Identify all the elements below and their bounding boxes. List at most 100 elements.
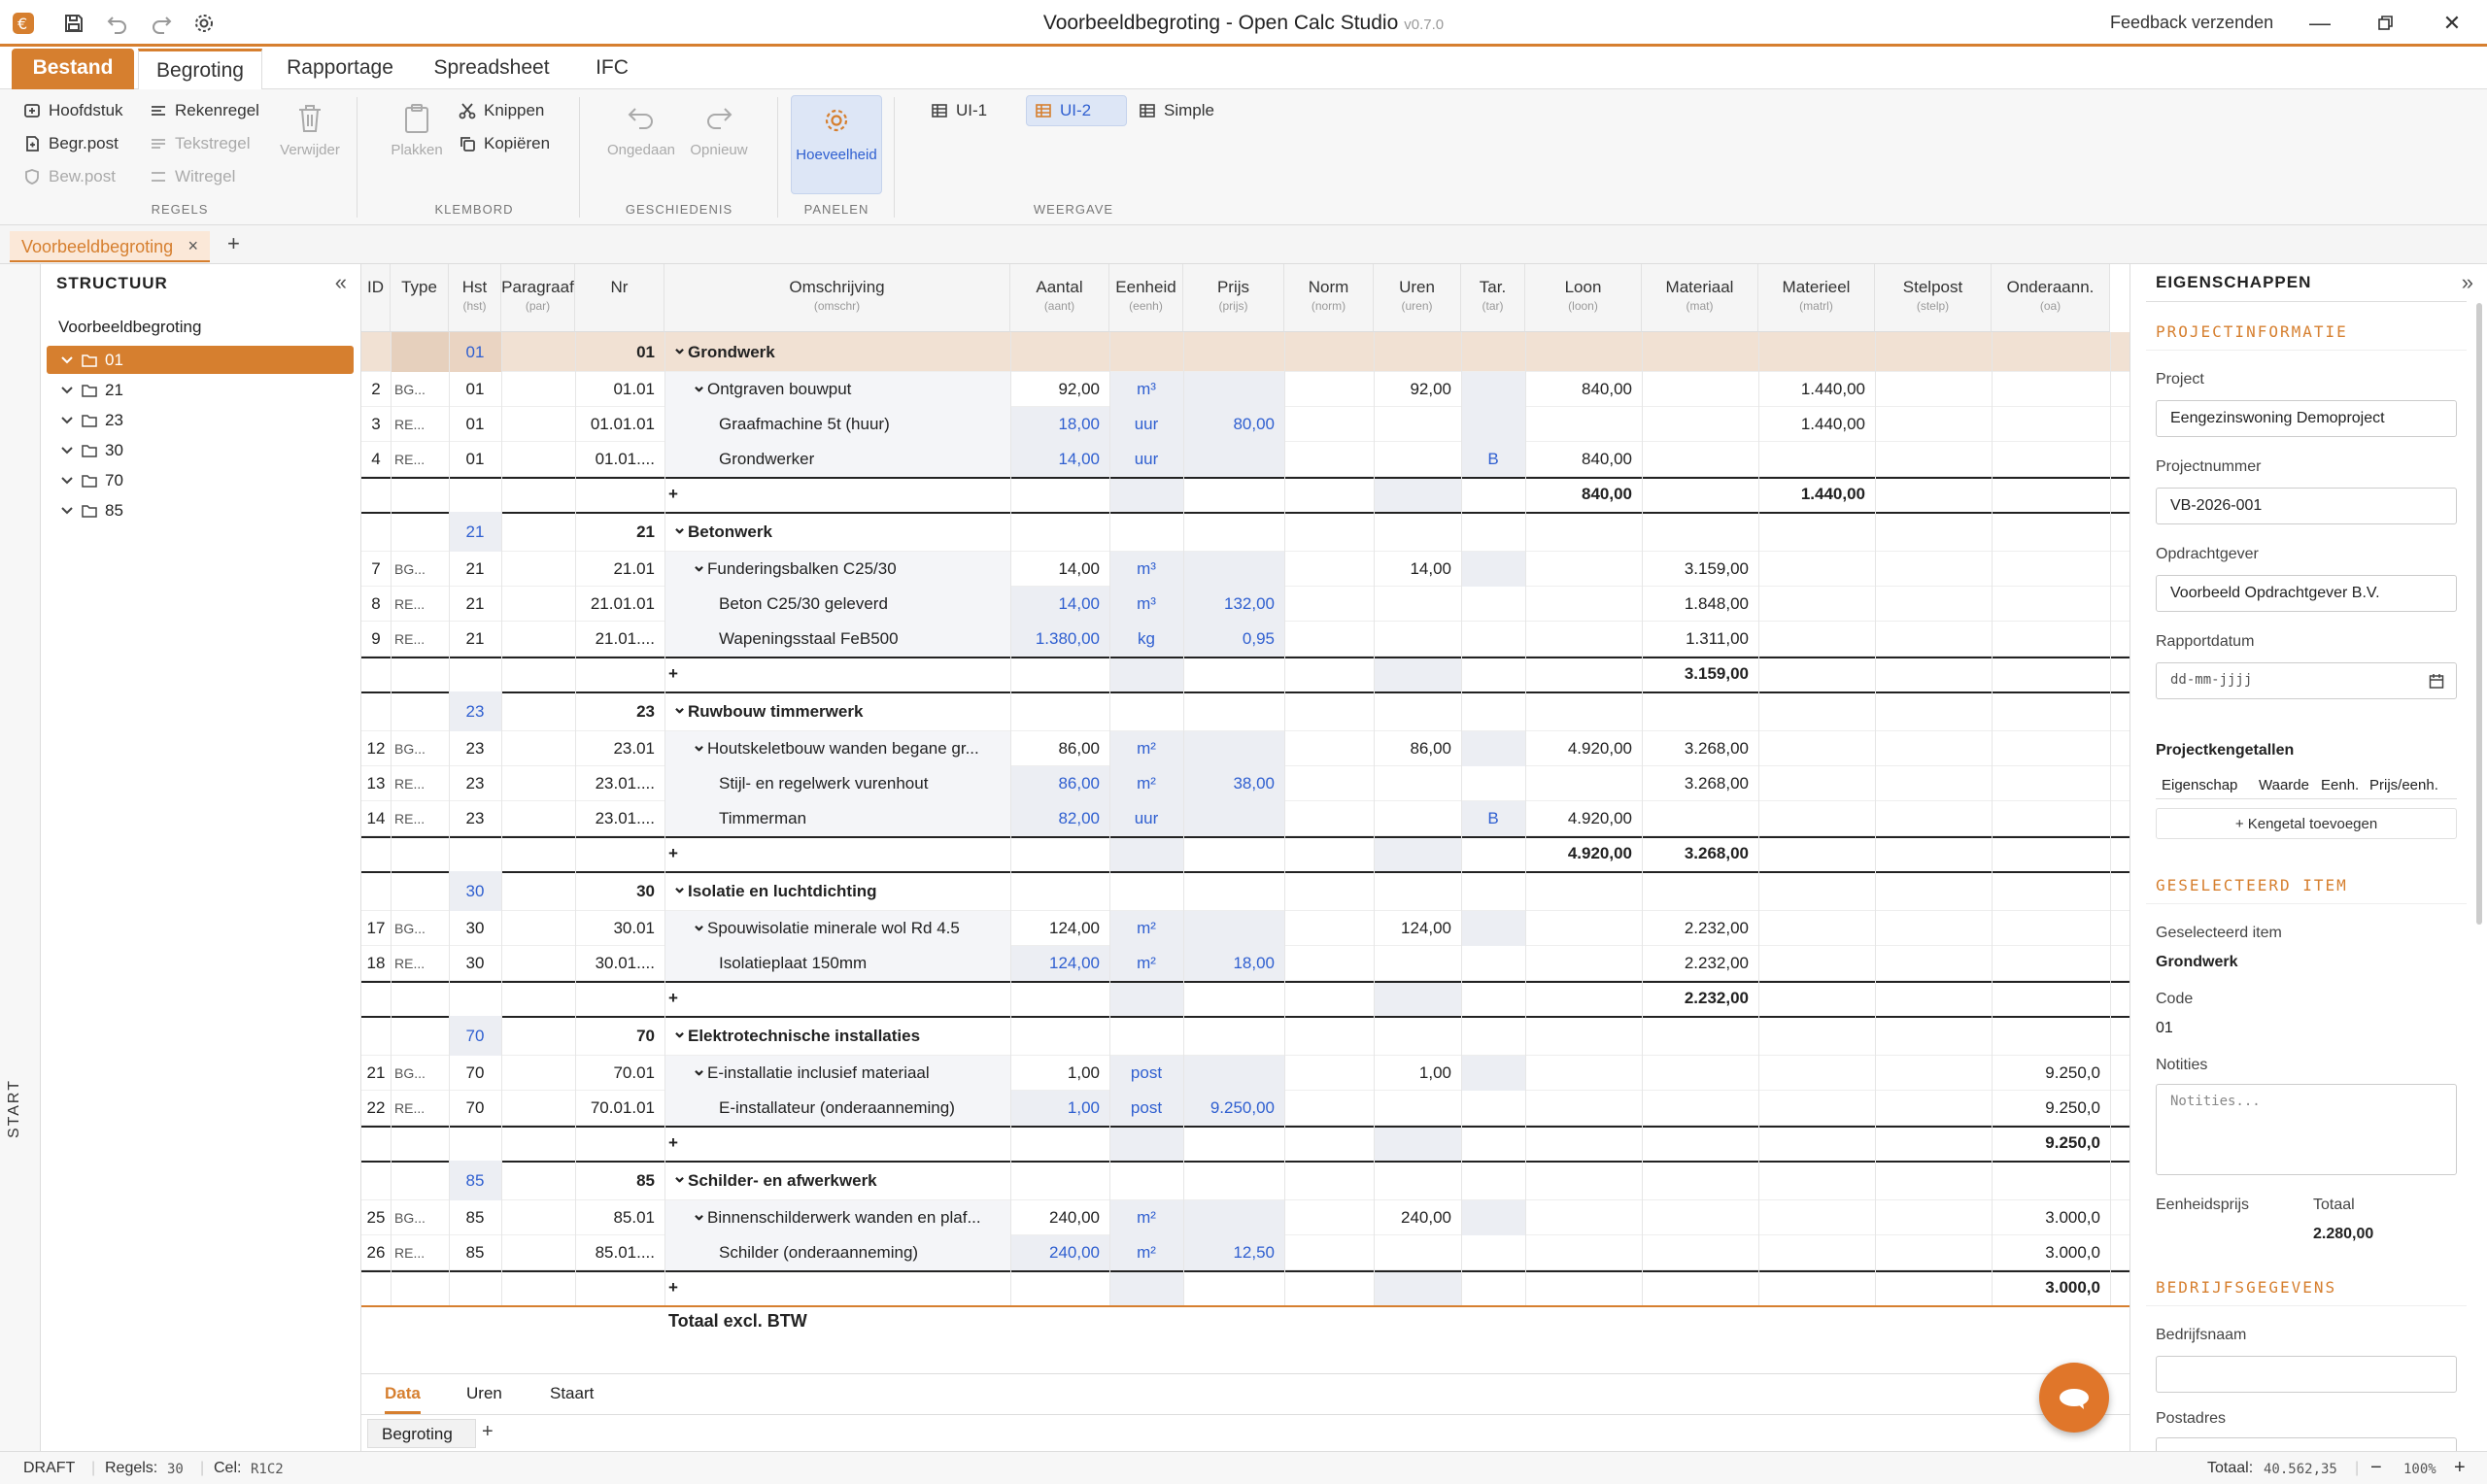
grid-cell-aant[interactable]: 240,00 [1049,1208,1100,1227]
sheet-tab-begroting[interactable]: Begroting [367,1419,476,1448]
chapter-row[interactable] [361,1016,2129,1056]
grid-cell-hst[interactable]: 70 [465,1063,485,1082]
grid-cell-type[interactable]: BG... [394,1210,426,1226]
grid-cell-eenh[interactable]: m² [1137,1208,1156,1227]
projectnummer-field[interactable]: VB-2026-001 [2156,488,2457,524]
grid-cell-hst[interactable]: 70 [465,1027,485,1045]
grid-cell-eenh[interactable]: kg [1138,629,1155,648]
grid-cell-desc[interactable]: Wapeningsstaal FeB500 [719,629,899,648]
grid-cell-aant[interactable]: 18,00 [1058,415,1100,433]
add-row-button[interactable]: + [668,844,678,862]
grid-cell-aant[interactable]: 86,00 [1058,739,1100,758]
chevron-down-icon[interactable]: ⌄ [692,556,707,575]
grid-cell-nr[interactable]: 30 [636,882,655,900]
grid-cell-aant[interactable]: 92,00 [1058,380,1100,398]
close-tab-icon[interactable]: × [187,236,198,255]
tab-begroting[interactable]: Begroting [138,49,262,89]
tree-root[interactable]: Voorbeeldbegroting [58,318,202,336]
column-header[interactable]: Nr [575,264,664,332]
grid-cell-hst[interactable]: 85 [465,1243,485,1262]
grid-cell-type[interactable]: BG... [394,741,426,757]
column-header[interactable]: Onderaann. (oa) [1992,264,2110,332]
chevron-down-icon[interactable]: ⌄ [672,338,688,357]
grid-cell-mat[interactable]: 2.232,00 [1684,954,1749,972]
grid-cell-uren[interactable]: 92,00 [1410,380,1451,398]
tree-node[interactable]: 70 [47,466,354,494]
grid-cell-aant[interactable]: 86,00 [1058,774,1100,793]
grid-cell-nr[interactable]: 85.01.... [595,1243,655,1262]
add-row-button[interactable]: + [668,989,678,1007]
grid-cell-desc[interactable]: ⌄ Funderingsbalken C25/30 [668,552,1006,587]
grid-cell-aant[interactable]: 82,00 [1058,809,1100,827]
grid-cell-id[interactable]: 2 [371,380,381,398]
close-window-icon[interactable]: ✕ [2442,11,2462,35]
grid-cell-type[interactable]: RE... [394,1100,426,1116]
grid-cell-desc[interactable]: E-installateur (onderaanneming) [719,1098,955,1117]
grid-cell-id[interactable]: 25 [366,1208,386,1227]
grid-cell-eenh[interactable]: m² [1137,919,1156,937]
view-ui2-button[interactable]: UI-2 [1026,95,1127,126]
chapter-row[interactable] [361,871,2129,911]
grid-cell-loon[interactable]: 4.920,00 [1567,739,1632,758]
grid-cell-loon[interactable]: 840,00 [1582,485,1632,503]
grid-cell-type[interactable]: BG... [394,382,426,397]
grid-cell-id[interactable]: 17 [366,919,386,937]
grid-cell-nr[interactable]: 01.01 [613,380,655,398]
column-header[interactable]: ID [361,264,391,332]
tree-node[interactable]: 30 [47,436,354,464]
grid-cell-type[interactable]: RE... [394,631,426,647]
column-header[interactable]: Stelpost (stelp) [1875,264,1992,332]
chevron-down-icon[interactable] [60,474,74,488]
grid-cell-type[interactable]: RE... [394,596,426,612]
grid-cell-hst[interactable]: 21 [465,559,485,578]
add-hoofdstuk-button[interactable]: Hoofdstuk [23,101,123,120]
grid-cell-prijs[interactable]: 18,00 [1233,954,1275,972]
add-bewpost-button[interactable]: Bew.post [23,167,116,186]
chevron-down-icon[interactable]: ⌄ [672,1022,688,1041]
add-row-button[interactable]: + [668,485,678,503]
hoeveelheid-panel-button[interactable]: Hoeveelheid [791,95,882,194]
grid-cell-mat[interactable]: 3.268,00 [1684,774,1749,793]
grid-cell-desc[interactable]: Timmerman [719,809,807,827]
grid-cell-uren[interactable]: 14,00 [1410,559,1451,578]
subtotal-row[interactable] [361,657,2129,691]
grid-cell-nr[interactable]: 21 [636,523,655,541]
chevron-down-icon[interactable] [60,414,74,427]
calendar-icon[interactable] [2429,673,2444,689]
column-header[interactable]: Prijs (prijs) [1183,264,1284,332]
grid-cell-id[interactable]: 8 [371,594,381,613]
grid-cell-hst[interactable]: 21 [465,594,485,613]
grid-cell-aant[interactable]: 124,00 [1049,919,1100,937]
grid-cell-type[interactable]: RE... [394,417,426,432]
grid-cell-loon[interactable]: 4.920,00 [1567,809,1632,827]
column-header[interactable]: Type [391,264,449,332]
grid-cell-nr[interactable]: 21.01.... [595,629,655,648]
column-header[interactable]: Omschrijving (omschr) [664,264,1010,332]
grid-cell-desc[interactable]: ⌄ Elektrotechnische installaties [668,1016,1006,1056]
grid-cell-id[interactable]: 4 [371,450,381,468]
grid-cell-desc[interactable]: ⌄ E-installatie inclusief materiaal [668,1056,1006,1091]
grid-cell-nr[interactable]: 21.01.01 [590,594,655,613]
grid-cell-tar[interactable]: B [1487,450,1499,468]
subtotal-row[interactable] [361,981,2129,1016]
subtotal-row[interactable] [361,1126,2129,1161]
start-panel-toggle[interactable]: START [6,1079,22,1138]
add-sheet-button[interactable]: + [482,1421,494,1442]
chevron-down-icon[interactable] [60,444,74,457]
chapter-row[interactable] [361,512,2129,552]
grid-cell-nr[interactable]: 01 [636,343,655,361]
grid-cell-desc[interactable]: Stijl- en regelwerk vurenhout [719,774,929,793]
grid-cell-aant[interactable]: 1,00 [1067,1098,1100,1117]
bedrijfsnaam-field[interactable] [2156,1356,2457,1393]
add-kengetal-button[interactable]: + Kengetal toevoegen [2156,808,2457,839]
grid-cell-nr[interactable]: 21.01 [613,559,655,578]
grid-cell-oa[interactable]: 9.250,0 [2045,1098,2100,1117]
view-simple-button[interactable]: Simple [1139,101,1214,120]
zoom-out-button[interactable]: − [2370,1457,2382,1478]
grid-cell-desc[interactable]: Schilder (onderaanneming) [719,1243,919,1262]
ongedaan-button[interactable]: Ongedaan [602,103,680,158]
grid-cell-prijs[interactable]: 132,00 [1224,594,1275,613]
grid-cell-aant[interactable]: 14,00 [1058,559,1100,578]
grid-cell-aant[interactable]: 240,00 [1049,1243,1100,1262]
grid-cell-oa[interactable]: 9.250,0 [2045,1133,2100,1152]
